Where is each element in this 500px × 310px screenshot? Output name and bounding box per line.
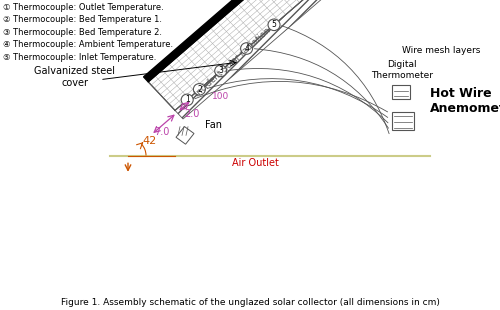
Text: Incident Solar radiation: Incident Solar radiation (194, 26, 272, 98)
Text: Digital
Thermometer: Digital Thermometer (371, 60, 433, 80)
Bar (392, 86, 410, 99)
Circle shape (268, 19, 280, 31)
Text: 4: 4 (244, 44, 249, 53)
Circle shape (181, 94, 193, 106)
Text: Figure 1. Assembly schematic of the unglazed solar collector (all dimensions in : Figure 1. Assembly schematic of the ungl… (60, 298, 440, 307)
Text: 42: 42 (143, 136, 157, 146)
Text: 1: 1 (185, 95, 190, 104)
Text: Fan: Fan (204, 120, 222, 130)
Text: 3: 3 (218, 66, 223, 75)
Circle shape (194, 84, 205, 95)
Circle shape (240, 43, 252, 54)
Text: ② Thermocouple: Bed Temperature 1.: ② Thermocouple: Bed Temperature 1. (3, 16, 162, 24)
Text: ④ Thermocouple: Ambient Temperature.: ④ Thermocouple: Ambient Temperature. (3, 40, 173, 49)
Text: ⑤ Thermocouple: Inlet Temperature.: ⑤ Thermocouple: Inlet Temperature. (3, 53, 156, 62)
Text: 100: 100 (212, 92, 230, 101)
Text: 5: 5 (272, 20, 276, 29)
Bar (392, 112, 414, 130)
Polygon shape (175, 0, 336, 119)
Text: 2: 2 (197, 85, 202, 94)
Circle shape (214, 65, 226, 77)
Polygon shape (148, 0, 328, 110)
Text: ③ Thermocouple: Bed Temperature 2.: ③ Thermocouple: Bed Temperature 2. (3, 28, 162, 37)
Text: Wire mesh layers: Wire mesh layers (402, 46, 480, 55)
Text: 2.0: 2.0 (184, 108, 200, 119)
Text: Hot Wire
Anemometer: Hot Wire Anemometer (430, 87, 500, 115)
Bar (176, 126, 194, 144)
Text: Galvanized steel
cover: Galvanized steel cover (34, 66, 116, 88)
Text: Air Outlet: Air Outlet (232, 158, 278, 168)
Polygon shape (144, 0, 300, 82)
Text: 7.0: 7.0 (154, 127, 170, 137)
Text: ① Thermocouple: Outlet Temperature.: ① Thermocouple: Outlet Temperature. (3, 3, 164, 12)
